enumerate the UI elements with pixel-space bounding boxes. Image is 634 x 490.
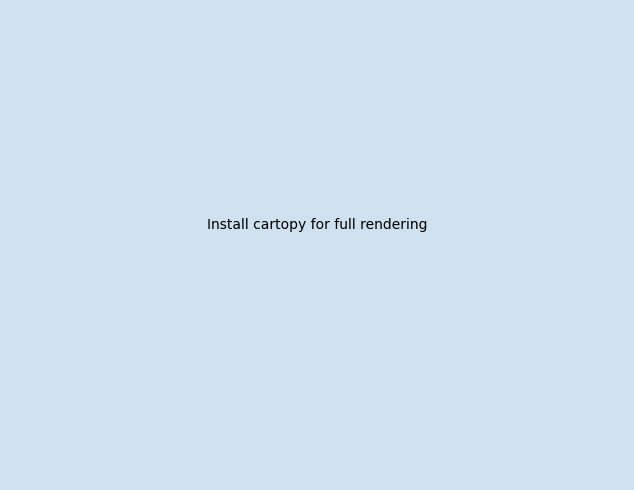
Text: Install cartopy for full rendering: Install cartopy for full rendering: [207, 219, 427, 232]
